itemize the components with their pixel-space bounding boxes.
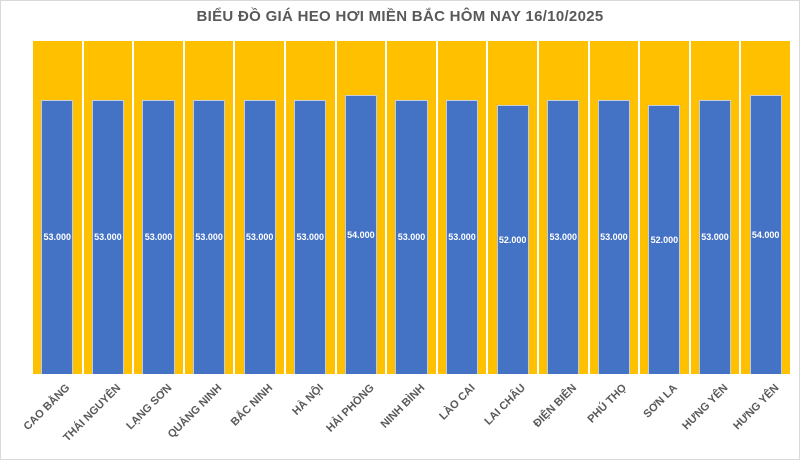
bar-value-label: 52.000	[650, 235, 679, 246]
x-axis-labels: CAO BẰNG THÁI NGUYÊN LẠNG SƠN QUẢNG NINH BẮC…	[22, 377, 791, 457]
bar: 52.000	[648, 105, 681, 374]
bar-value-label: 54.000	[347, 229, 375, 240]
bar: 53.000	[91, 99, 124, 374]
background-column: 53.000	[285, 41, 335, 374]
background-column: 53.000	[235, 41, 284, 374]
bar: 54.000	[749, 94, 782, 374]
bar: 53.000	[698, 99, 732, 374]
background-column: 53.000	[387, 41, 436, 374]
bar: 53.000	[395, 99, 428, 374]
bar-value-label: 53.000	[94, 232, 122, 243]
background-column: 53.000	[134, 41, 183, 374]
chart-plot-area: 53.000 53.000 53.000 53.000 53.000 53.000 54.0…	[32, 41, 791, 374]
background-column: 53.000	[184, 41, 234, 374]
bar-value-label: 53.000	[195, 232, 223, 243]
bar: 52.000	[496, 105, 529, 374]
background-column: 53.000	[437, 41, 487, 374]
category-label: HƯNG YÊN	[730, 382, 782, 433]
background-column: 54.000	[741, 41, 790, 374]
bar: 53.000	[547, 99, 580, 374]
bar: 53.000	[193, 99, 226, 374]
chart-title: BIỂU ĐỒ GIÁ HEO HƠI MIỀN BẮC HÔM NAY 16/…	[196, 8, 604, 25]
bar-value-label: 53.000	[245, 232, 274, 243]
bar: 54.000	[344, 94, 377, 374]
background-column: 52.000	[488, 41, 537, 374]
bar: 53.000	[294, 99, 327, 374]
bar-value-label: 53.000	[397, 232, 426, 243]
background-column: 52.000	[640, 41, 689, 374]
background-column: 54.000	[336, 41, 386, 374]
bar-value-label: 53.000	[144, 232, 173, 243]
bar-value-label: 53.000	[701, 232, 729, 243]
bar: 53.000	[142, 99, 175, 374]
bar-value-label: 53.000	[549, 232, 577, 243]
background-column: 53.000	[690, 41, 740, 374]
background-column: 53.000	[538, 41, 588, 374]
background-column: 53.000	[589, 41, 639, 374]
bar-value-label: 53.000	[448, 232, 476, 243]
background-column: 53.000	[33, 41, 82, 374]
bar: 53.000	[446, 99, 479, 374]
category-label-cell: HƯNG YÊN	[32, 377, 781, 457]
bar: 53.000	[41, 99, 74, 374]
bar-value-label: 53.000	[600, 232, 628, 243]
bar-value-label: 53.000	[296, 232, 325, 243]
bar: 53.000	[597, 99, 630, 374]
bar-value-label: 53.000	[43, 232, 72, 243]
bar-value-label: 52.000	[498, 235, 527, 246]
background-column: 53.000	[83, 41, 133, 374]
bar-value-label: 54.000	[751, 229, 780, 240]
bar: 53.000	[243, 99, 276, 374]
